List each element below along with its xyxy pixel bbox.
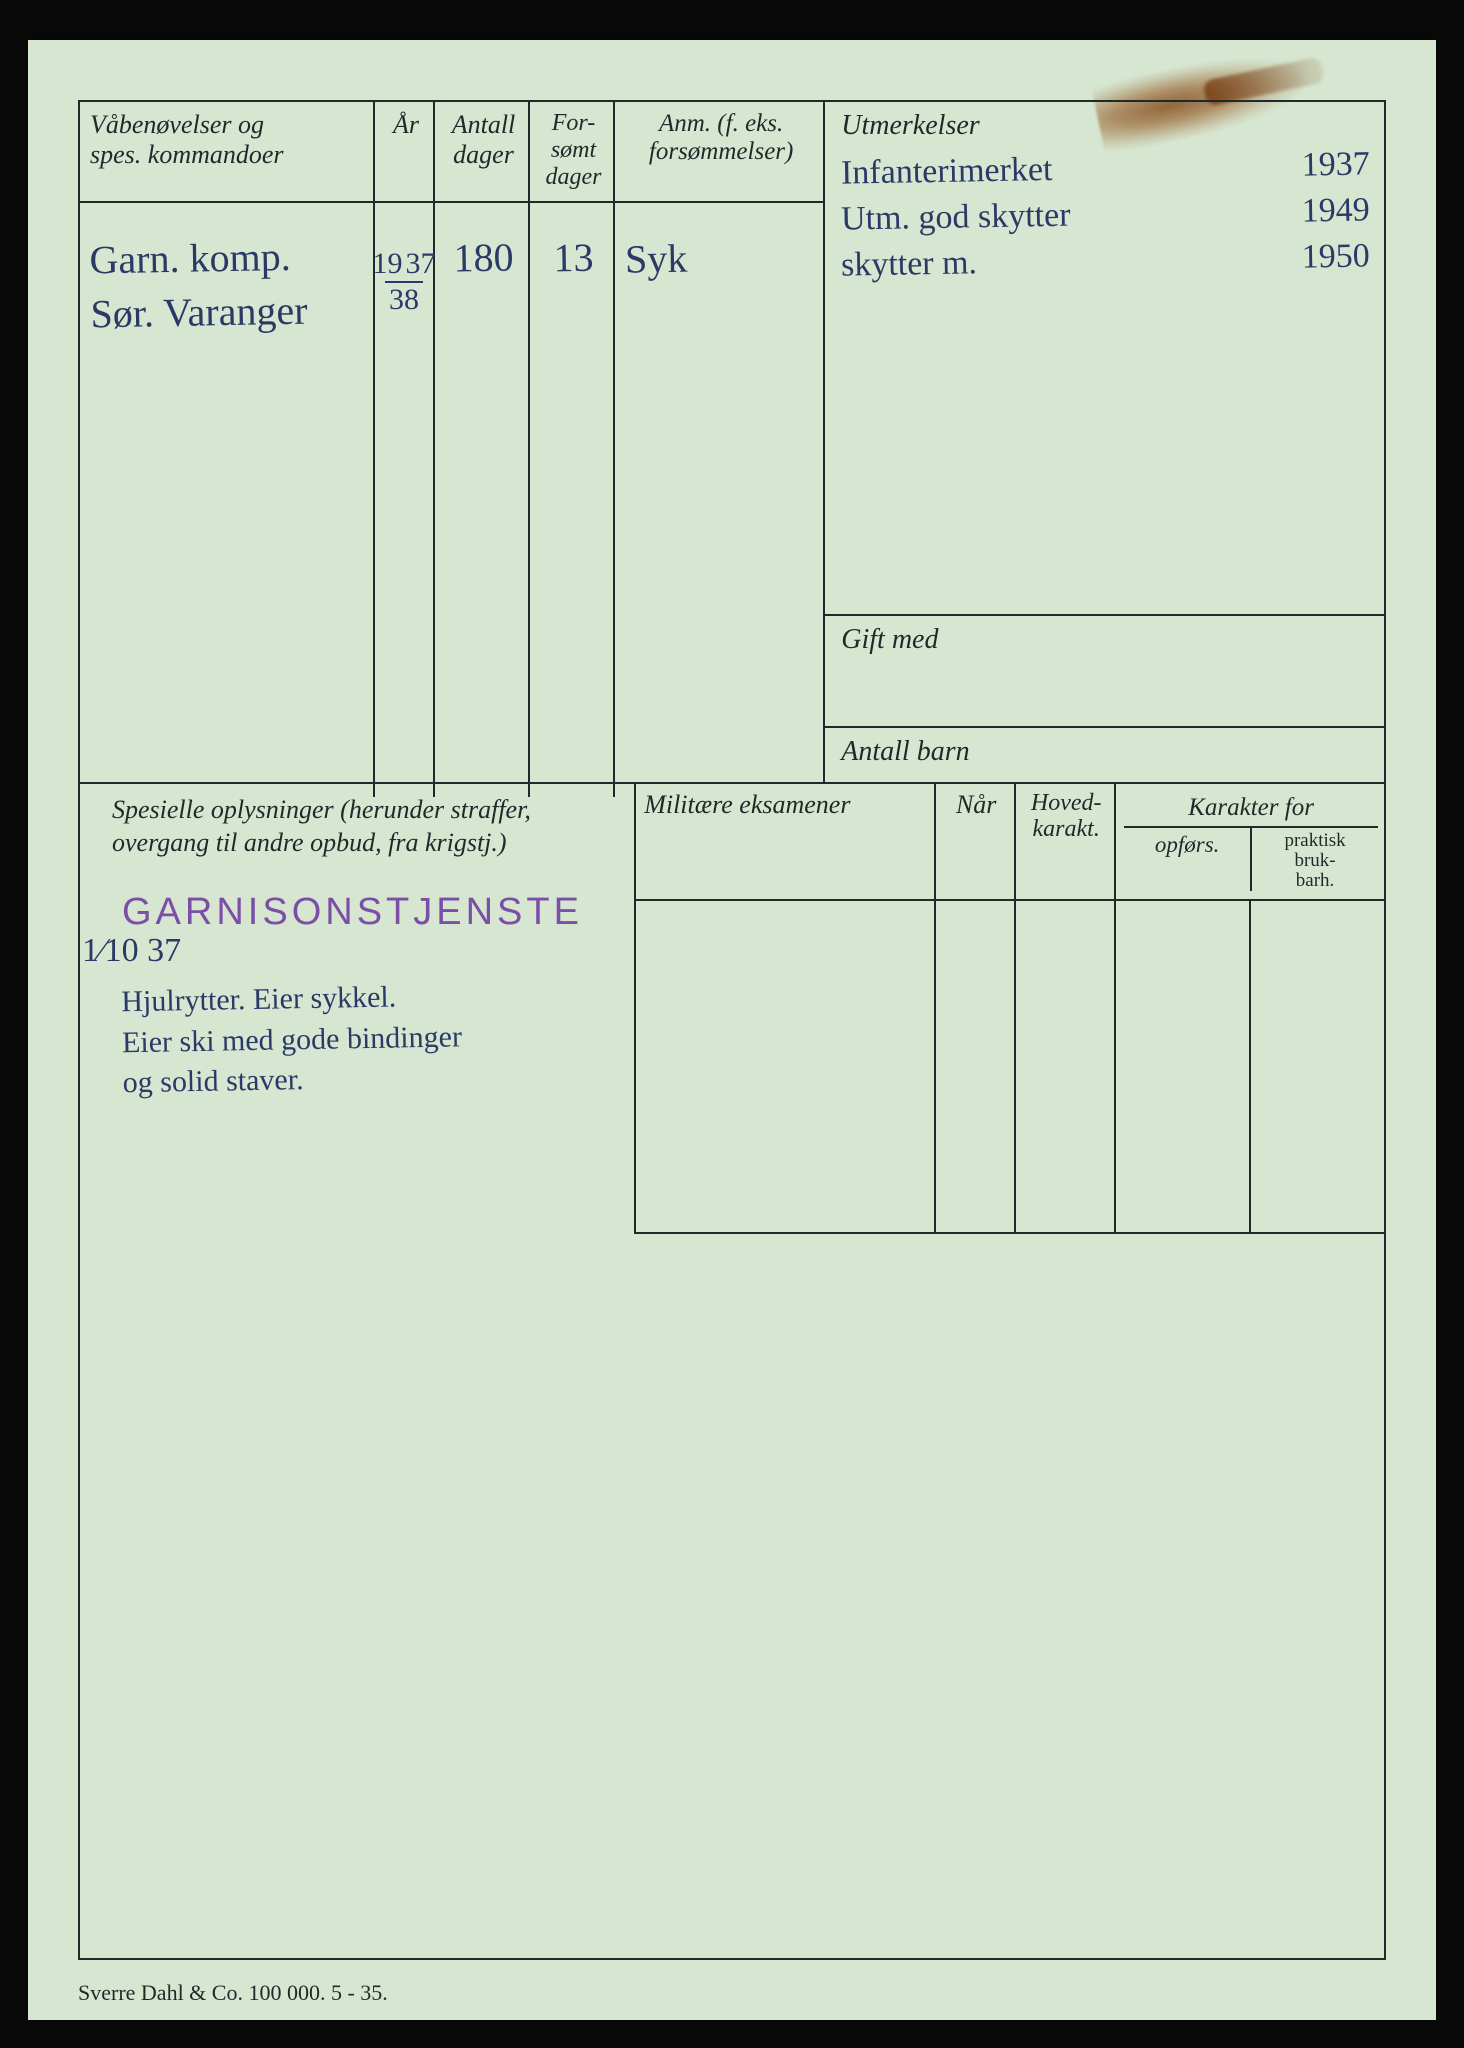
scan-background: Våbenøvelser og spes. kommandoer År Anta… [0,0,1464,2048]
eksamener-table: Militære eksamener Når Hoved- karakt. Ka… [634,784,1384,1234]
year-bot: 38 [389,285,419,315]
eks-col-2 [936,901,1016,1232]
year-top: 37 [406,249,436,279]
spesielle-hw-wrap: Hjulrytter. Eier sykkel. Eier ski med go… [80,972,634,1100]
header-aar: År [375,102,435,201]
eksamener-body [636,901,1384,1232]
utm-year-1: 1937 [1302,141,1371,188]
utm-text-2: Utm. god skytter [841,193,1071,243]
header-anm: Anm. (f. eks. forsømmelser) [615,102,823,201]
eksamener-header-row: Militære eksamener Når Hoved- karakt. Ka… [636,784,1384,901]
utm-year-3: 1950 [1302,233,1371,280]
cell-desc: Garn. komp. Sør. Varanger [80,203,375,797]
cell-forsomt: 13 [530,203,615,797]
year-prefix: 19 [373,249,403,279]
hw-antall: 180 [445,230,523,285]
record-card: Våbenøvelser og spes. kommandoer År Anta… [28,40,1436,2020]
utmerkelser-header: Utmerkelser [825,102,1384,146]
exercises-table: Våbenøvelser og spes. kommandoer År Anta… [80,102,825,782]
header-karakter-group: Karakter for opførs. praktisk bruk- barh… [1116,784,1384,899]
eks-col-5 [1251,901,1384,1232]
top-section: Våbenøvelser og spes. kommandoer År Anta… [80,102,1384,784]
gift-med-label: Gift med [825,614,1384,726]
header-opfors: opførs. [1124,828,1252,891]
stamp-date: 1⁄10 37 [82,932,181,970]
printer-footer: Sverre Dahl & Co. 100 000. 5 - 35. [78,1980,388,2006]
utm-text-3: skytter m. [841,240,978,288]
eks-col-4 [1116,901,1251,1232]
year-fraction: 19 37 38 [375,203,433,315]
eks-col-3 [1016,901,1116,1232]
right-column: Utmerkelser Infanterimerket 1937 Utm. go… [825,102,1384,782]
utm-line-3: skytter m. 1950 [841,233,1370,288]
utm-text-1: Infanterimerket [841,147,1053,197]
utmerkelser-body: Infanterimerket 1937 Utm. god skytter 19… [825,146,1384,614]
utm-year-2: 1949 [1302,187,1371,234]
header-hovedkarakt: Hoved- karakt. [1016,784,1116,899]
spesielle-handwriting: Hjulrytter. Eier sykkel. Eier ski med go… [121,974,615,1104]
cell-anm: Syk [615,203,823,797]
hw-desc: Garn. komp. Sør. Varanger [89,229,368,342]
header-ovelser: Våbenøvelser og spes. kommandoer [80,102,375,201]
garnison-stamp: GARNISONSTJENSTE [80,891,583,934]
antall-barn-label: Antall barn [825,726,1384,782]
header-antall-dager: Antall dager [435,102,530,201]
header-naar: Når [936,784,1016,899]
spesielle-box: Spesielle oplysninger (herunder straffer… [80,784,634,1234]
mid-section: Spesielle oplysninger (herunder straffer… [80,784,1384,1234]
cell-year: 19 37 38 [375,203,435,797]
form-frame: Våbenøvelser og spes. kommandoer År Anta… [78,100,1386,1960]
hw-forsomt: 13 [540,230,608,285]
exercises-header-row: Våbenøvelser og spes. kommandoer År Anta… [80,102,823,203]
header-forsomt-dager: For- sømt dager [530,102,615,201]
cell-antall: 180 [435,203,530,797]
header-karakter-for: Karakter for [1124,790,1378,828]
stamp-row: GARNISONSTJENSTE 1⁄10 37 [80,865,634,972]
eks-col-1 [636,901,936,1232]
exercises-body: Garn. komp. Sør. Varanger 19 37 38 [80,203,823,797]
header-mil-eks: Militære eksamener [636,784,936,899]
hw-anm: Syk [625,229,818,286]
header-praktisk: praktisk bruk- barh. [1252,828,1378,891]
